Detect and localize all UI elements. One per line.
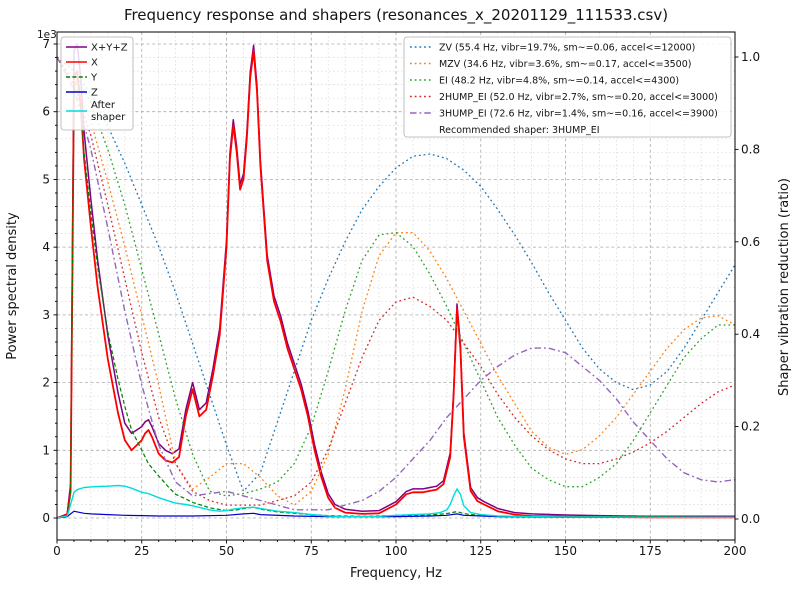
y-axis-label-left: Power spectral density xyxy=(5,212,20,360)
x-tick-label: 25 xyxy=(134,544,149,558)
x-tick-label: 100 xyxy=(385,544,408,558)
y-right-tick-label: 0.6 xyxy=(741,235,760,249)
y-right-tick-label: 0.2 xyxy=(741,420,760,434)
x-tick-label: 175 xyxy=(639,544,662,558)
x-tick-label: 125 xyxy=(469,544,492,558)
psd-line-z xyxy=(57,510,735,519)
y-left-tick-label: 2 xyxy=(42,376,50,390)
legend-label-after-2: shaper xyxy=(91,112,126,123)
shaper-legend xyxy=(403,36,732,138)
x-tick-label: 0 xyxy=(53,544,61,558)
psd-line-x xyxy=(57,49,735,519)
chart-title: Frequency response and shapers (resonanc… xyxy=(124,6,668,25)
y-right-tick-label: 0.8 xyxy=(741,142,760,156)
y-left-tick-label: 0 xyxy=(42,511,50,525)
shaper-line-ei xyxy=(57,56,735,497)
y-left-offset-text: 1e3 xyxy=(37,29,57,41)
y-right-tick-label: 0.4 xyxy=(741,327,760,341)
psd-line-after xyxy=(57,484,735,519)
series-layer xyxy=(57,43,735,519)
shaper-legend-label-mzv: MZV (34.6 Hz, vibr=3.6%, sm~=0.17, accel… xyxy=(439,59,691,70)
y-left-tick-label: 4 xyxy=(42,240,50,254)
shaper-legend-label-zv: ZV (55.4 Hz, vibr=19.7%, sm~=0.06, accel… xyxy=(439,43,695,54)
x-tick-label: 50 xyxy=(219,544,234,558)
legend-label-y: Y xyxy=(90,73,98,84)
y-right-tick-label: 1.0 xyxy=(741,50,760,64)
psd-legend xyxy=(60,36,134,131)
y-left-tick-label: 3 xyxy=(42,308,50,322)
shaper-legend-label-ei: EI (48.2 Hz, vibr=4.8%, sm~=0.14, accel<… xyxy=(439,76,679,87)
x-tick-label: 75 xyxy=(304,544,319,558)
shaper-line-hump2 xyxy=(57,56,735,506)
recommended-shaper-label: Recommended shaper: 3HUMP_EI xyxy=(439,125,600,136)
shaper-legend-label-hump2: 2HUMP_EI (52.0 Hz, vibr=2.7%, sm~=0.20, … xyxy=(439,92,718,103)
legend-label-x: X xyxy=(91,58,98,69)
shaper-line-zv xyxy=(57,56,735,492)
shaper-legend-label-hump3: 3HUMP_EI (72.6 Hz, vibr=1.4%, sm~=0.16, … xyxy=(439,109,718,120)
legend-label-z: Z xyxy=(91,88,98,99)
y-axis-label-right: Shaper vibration reduction (ratio) xyxy=(777,178,792,396)
y-right-tick-label: 0.0 xyxy=(741,512,760,526)
y-left-tick-label: 5 xyxy=(42,172,50,186)
x-tick-label: 200 xyxy=(724,544,747,558)
ticks xyxy=(53,43,739,544)
x-axis-label: Frequency, Hz xyxy=(350,566,442,581)
x-tick-label: 150 xyxy=(554,544,577,558)
y-left-tick-label: 7 xyxy=(42,37,50,51)
shaper-line-hump3 xyxy=(57,56,735,511)
legend-label-after-1: After xyxy=(91,100,116,111)
y-left-tick-label: 1 xyxy=(42,443,50,457)
legend-label-sum: X+Y+Z xyxy=(91,43,128,54)
y-left-tick-label: 6 xyxy=(42,105,50,119)
